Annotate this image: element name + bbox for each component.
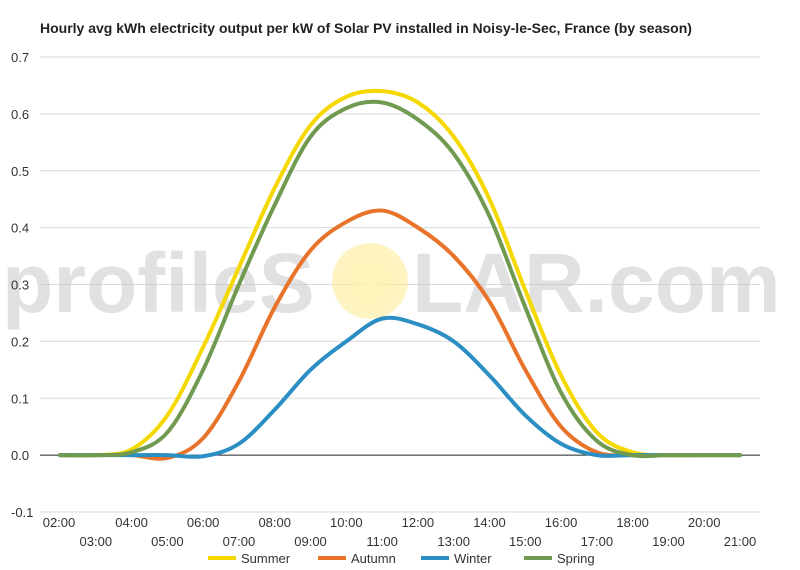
x-tick-label: 08:00 — [258, 515, 291, 530]
x-tick-label: 14:00 — [473, 515, 506, 530]
x-tick-label: 13:00 — [437, 534, 470, 549]
y-tick-label: 0.2 — [11, 334, 29, 349]
x-tick-label: 06:00 — [187, 515, 220, 530]
y-tick-label: -0.1 — [11, 505, 33, 520]
x-tick-label: 05:00 — [151, 534, 184, 549]
x-tick-label: 20:00 — [688, 515, 721, 530]
x-tick-label: 21:00 — [724, 534, 757, 549]
x-tick-label: 03:00 — [80, 534, 113, 549]
watermark-text-left: profileS — [2, 236, 315, 330]
legend: Summer Autumn Winter Spring — [208, 551, 595, 566]
legend-label: Summer — [241, 551, 291, 566]
x-tick-label: 18:00 — [616, 515, 649, 530]
y-tick-label: 0.0 — [11, 448, 29, 463]
series-layer — [58, 88, 742, 461]
x-tick-label: 09:00 — [294, 534, 327, 549]
legend-label: Spring — [557, 551, 595, 566]
y-tick-label: 0.1 — [11, 391, 29, 406]
x-tick-label: 15:00 — [509, 534, 542, 549]
y-tick-label: 0.4 — [11, 221, 29, 236]
y-tick-label: 0.3 — [11, 278, 29, 293]
y-tick-label: 0.7 — [11, 50, 29, 65]
x-tick-label: 04:00 — [115, 515, 148, 530]
x-tick-label: 02:00 — [43, 515, 76, 530]
x-axis-ticks: 02:00 03:0004:0005:0006:0007:0008:0009:00… — [43, 515, 757, 549]
x-tick-label: 19:00 — [652, 534, 685, 549]
watermark: profileS LAR.com — [2, 236, 781, 330]
y-tick-label: 0.6 — [11, 107, 29, 122]
legend-label: Winter — [454, 551, 492, 566]
y-tick-label: 0.5 — [11, 164, 29, 179]
x-tick-label: 17:00 — [581, 534, 614, 549]
series-line-summer — [58, 88, 742, 458]
x-tick-label: 10:00 — [330, 515, 363, 530]
x-tick-label: 07:00 — [223, 534, 256, 549]
sun-icon — [332, 243, 408, 319]
y-axis-ticks: -0.1 0.0 0.1 0.2 0.3 0.4 0.5 0.6 0.7 — [11, 50, 33, 520]
chart-title: Hourly avg kWh electricity output per kW… — [40, 20, 692, 36]
x-tick-label: 16:00 — [545, 515, 578, 530]
x-tick-label: 11:00 — [366, 534, 398, 549]
legend-label: Autumn — [351, 551, 396, 566]
series-line-spring — [58, 99, 742, 459]
x-tick-label: 12:00 — [402, 515, 435, 530]
watermark-text-right: LAR.com — [412, 236, 781, 330]
